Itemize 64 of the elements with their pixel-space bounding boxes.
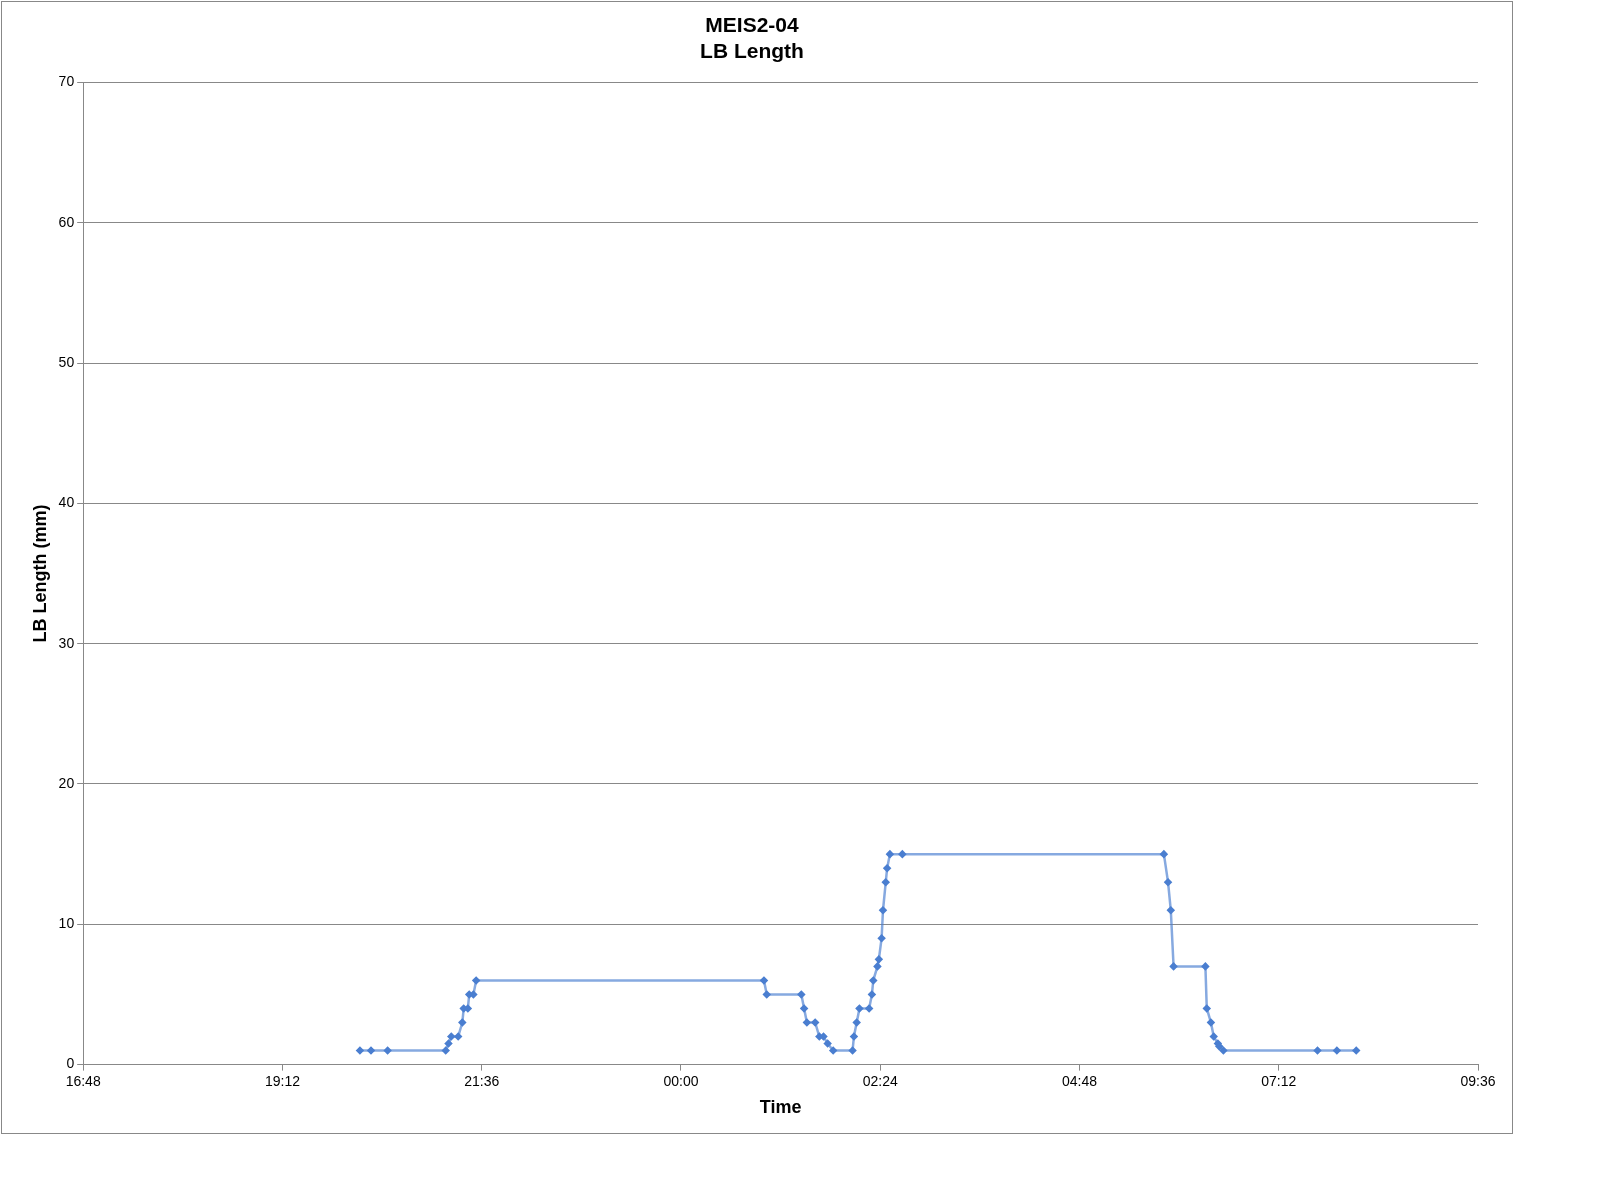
y-tick-label: 50 [58,353,75,370]
point [823,1039,832,1048]
point [1352,1046,1360,1055]
y-tick-label: 40 [58,494,75,511]
point [1169,962,1178,971]
x-axis-title: Time [759,1097,802,1118]
point [879,906,887,914]
point [797,990,806,999]
point [875,955,883,964]
x-tick-label: 02:24 [862,1072,898,1089]
point [383,1046,392,1055]
point [441,1046,450,1055]
point [800,1004,808,1013]
x-tick-label: 21:36 [464,1072,500,1089]
point [829,1046,837,1055]
point [1313,1046,1322,1055]
point [873,962,882,971]
x-tick-label: 07:12 [1261,1072,1297,1089]
point [865,1004,873,1013]
point [886,850,894,858]
point [1207,1018,1215,1027]
chart-title: MEIS2-04 LB Length [700,13,804,62]
point [883,864,891,872]
y-tick-label: 20 [58,774,75,791]
point [1167,906,1175,914]
point [454,1032,462,1041]
y-tick-label: 30 [58,634,75,651]
y-tick-label: 60 [58,213,75,230]
point [464,1004,472,1013]
y-tick-label: 70 [58,73,75,90]
y-tick-label: 10 [58,915,75,932]
point [811,1018,819,1027]
point [852,1018,861,1027]
y-tick-label: 0 [66,1055,75,1072]
point [803,1018,811,1027]
point [472,976,480,985]
point [877,934,886,943]
point [869,976,878,985]
x-tick-label: 00:00 [663,1072,699,1089]
point [855,1004,864,1013]
point [458,1018,467,1027]
x-tick-label: 16:48 [65,1072,101,1089]
point [447,1032,455,1041]
point [367,1046,375,1055]
point [1333,1046,1341,1055]
point [868,990,876,999]
point [850,1032,858,1041]
point [1203,1004,1211,1013]
point [898,850,907,858]
point [1219,1046,1228,1055]
point [444,1039,453,1048]
point [1209,1032,1218,1041]
point [882,878,890,886]
point [356,1046,364,1055]
x-tick-label: 09:36 [1460,1072,1496,1089]
point [1164,878,1172,886]
point [763,990,771,999]
point [1160,850,1168,858]
point [760,976,768,985]
y-axis-title: LB Length (mm) [29,504,50,643]
x-tick-label: 19:12 [264,1072,301,1089]
x-tick-label: 04:48 [1061,1072,1098,1089]
point [848,1046,857,1055]
point [1201,962,1210,971]
